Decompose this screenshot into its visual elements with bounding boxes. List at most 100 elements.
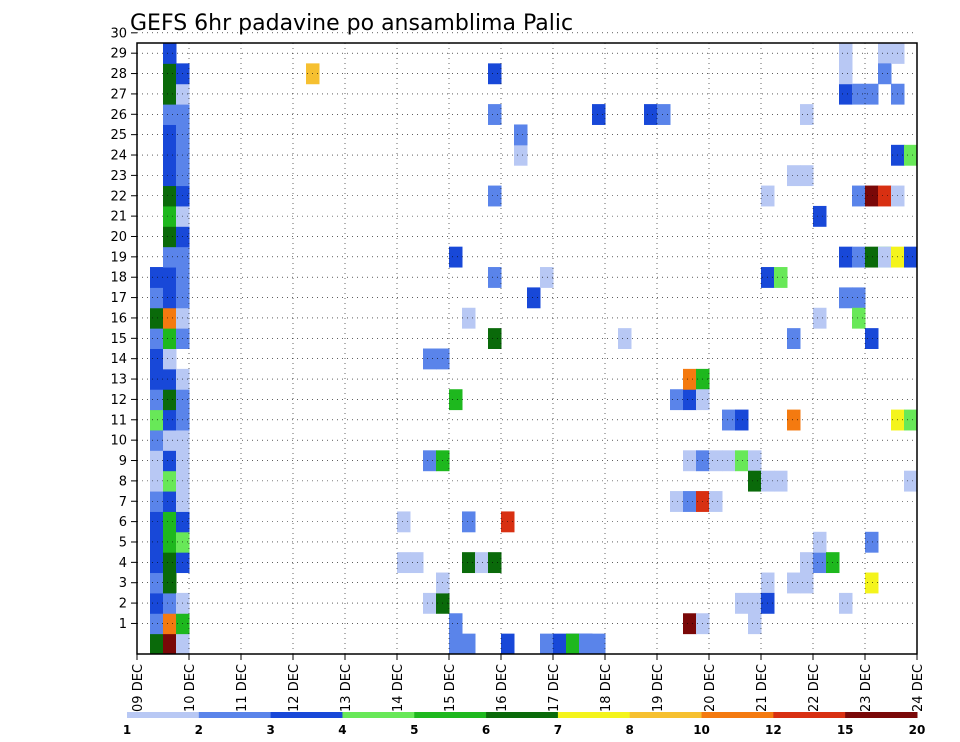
cell [657, 104, 671, 125]
cells-layer [150, 43, 918, 655]
cell [839, 83, 853, 105]
cell [787, 572, 801, 594]
cell [774, 470, 788, 492]
y-tick-label: 1 [119, 617, 127, 632]
x-tick-label: 10 DEC [183, 664, 198, 712]
cell [839, 63, 853, 85]
cell [423, 450, 437, 472]
cell [488, 104, 502, 125]
cell [839, 592, 853, 614]
cell [163, 83, 177, 105]
cell [150, 389, 164, 411]
cell [514, 144, 528, 166]
cell [670, 491, 684, 512]
x-tick-label: 23 DEC [859, 664, 874, 712]
cell [683, 450, 697, 472]
x-tick-label: 19 DEC [651, 664, 666, 712]
y-tick-label: 11 [110, 413, 127, 428]
cell [800, 165, 814, 187]
cell [865, 185, 879, 207]
cell [163, 409, 177, 431]
y-tick-label: 5 [119, 535, 127, 550]
y-tick-label: 29 [110, 47, 127, 62]
cell [449, 633, 463, 655]
y-tick-label: 15 [110, 332, 127, 347]
cell [150, 613, 164, 635]
cell [787, 165, 801, 187]
y-tick-label: 2 [119, 597, 127, 612]
cell [852, 287, 866, 309]
grid-layer [137, 32, 917, 654]
colorbar-label: 15 [837, 723, 854, 737]
cell [904, 409, 918, 431]
y-tick-label: 8 [119, 474, 127, 489]
cell [163, 592, 177, 614]
cell [397, 511, 411, 533]
cell [462, 633, 476, 655]
colorbar-segment [557, 712, 631, 718]
cell [683, 389, 697, 411]
y-tick-label: 14 [110, 352, 127, 367]
cell [163, 287, 177, 309]
cell [540, 267, 554, 288]
colorbar-label: 7 [554, 723, 562, 737]
colorbar-label: 4 [338, 723, 346, 737]
y-tick-label: 17 [110, 291, 127, 306]
cell [852, 307, 866, 329]
cell [904, 144, 918, 166]
cell [150, 572, 164, 594]
cell [163, 185, 177, 207]
cell [774, 267, 788, 288]
cell [865, 572, 879, 594]
cell [722, 409, 736, 431]
x-tick-label: 24 DEC [911, 664, 926, 712]
cell [852, 246, 866, 268]
cell [722, 450, 736, 472]
x-tick-label: 22 DEC [807, 664, 822, 712]
colorbar-segment [845, 712, 918, 718]
cell [878, 63, 892, 85]
cell [163, 531, 177, 553]
cell [163, 348, 177, 370]
cell [865, 246, 879, 268]
x-tick-label: 18 DEC [599, 664, 614, 712]
cell [163, 450, 177, 472]
cell [150, 592, 164, 614]
y-tick-label: 4 [119, 556, 127, 571]
cell [163, 246, 177, 268]
y-tick-label: 12 [110, 393, 127, 408]
cell [462, 307, 476, 329]
cell [150, 287, 164, 309]
cell [150, 267, 164, 288]
cell [553, 633, 567, 655]
cell [852, 83, 866, 105]
cell [163, 491, 177, 512]
cell [163, 104, 177, 125]
cell [163, 389, 177, 411]
cell [163, 205, 177, 227]
cell [813, 552, 827, 574]
y-tick-label: 21 [110, 210, 127, 225]
y-tick-label: 10 [110, 434, 127, 449]
cell [423, 348, 437, 370]
x-tick-label: 21 DEC [755, 664, 770, 712]
cell [176, 633, 190, 655]
x-tick-label: 13 DEC [339, 664, 354, 712]
colorbar-segment [127, 712, 200, 718]
cell [800, 552, 814, 574]
x-tick-label: 16 DEC [495, 664, 510, 712]
cell [449, 389, 463, 411]
cell [163, 328, 177, 349]
cell [813, 531, 827, 553]
colorbar-segment [486, 712, 559, 718]
colorbar-segment [270, 712, 343, 718]
cell [488, 267, 502, 288]
chart-title: GEFS 6hr padavine po ansamblima Palic [130, 11, 573, 36]
cell [709, 450, 723, 472]
cell [163, 429, 177, 451]
colorbar-label: 5 [410, 723, 418, 737]
y-tick-label: 20 [110, 230, 127, 245]
cell [150, 491, 164, 512]
cell [501, 633, 515, 655]
x-axis: 09 DEC 10 DEC 11 DEC 12 DEC 13 DEC 14 DEC 15 D… [131, 654, 926, 712]
